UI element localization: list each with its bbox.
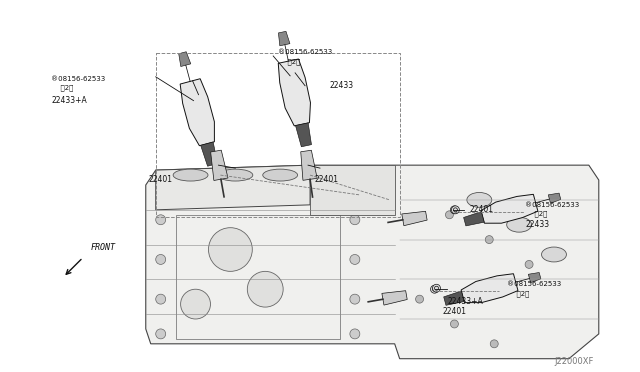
Circle shape [156, 215, 166, 225]
Bar [156, 53, 399, 217]
Polygon shape [211, 150, 228, 180]
Ellipse shape [507, 217, 532, 232]
Polygon shape [278, 31, 290, 46]
Polygon shape [310, 165, 395, 215]
Polygon shape [146, 165, 599, 359]
Circle shape [247, 271, 283, 307]
Text: 22433+A: 22433+A [447, 297, 483, 306]
Polygon shape [301, 150, 317, 180]
Circle shape [490, 340, 498, 348]
Text: ®08156-62533: ®08156-62533 [525, 202, 579, 208]
Circle shape [451, 320, 458, 328]
Circle shape [350, 294, 360, 304]
Circle shape [445, 211, 453, 219]
Polygon shape [461, 274, 518, 302]
Polygon shape [296, 123, 312, 147]
Circle shape [525, 260, 533, 268]
Text: ®08156-62533: ®08156-62533 [51, 76, 106, 82]
Circle shape [350, 254, 360, 264]
Text: 22401: 22401 [442, 307, 467, 316]
Polygon shape [180, 79, 214, 146]
Polygon shape [529, 273, 541, 283]
Polygon shape [278, 59, 310, 126]
Text: 22433: 22433 [525, 220, 549, 229]
Circle shape [451, 206, 458, 214]
Ellipse shape [173, 169, 208, 181]
Text: ®08156-62533: ®08156-62533 [507, 281, 561, 287]
Text: （2）: （2） [512, 290, 529, 297]
Polygon shape [444, 291, 464, 305]
Polygon shape [548, 193, 561, 203]
Circle shape [209, 228, 252, 271]
Ellipse shape [541, 247, 566, 262]
Circle shape [156, 294, 166, 304]
Text: （2）: （2） [56, 85, 74, 92]
Polygon shape [481, 194, 538, 223]
Polygon shape [463, 212, 484, 226]
Polygon shape [179, 52, 191, 67]
Ellipse shape [263, 169, 298, 181]
Polygon shape [156, 165, 310, 210]
Circle shape [180, 289, 211, 319]
Circle shape [350, 329, 360, 339]
Circle shape [485, 235, 493, 244]
Ellipse shape [218, 169, 253, 181]
Text: （2）: （2） [530, 211, 547, 217]
Polygon shape [402, 211, 427, 226]
Text: 22401: 22401 [148, 175, 173, 184]
Text: （2）: （2） [283, 58, 301, 65]
Text: 22401: 22401 [469, 205, 493, 214]
Text: 22401: 22401 [314, 175, 338, 184]
Text: FRONT: FRONT [91, 244, 116, 253]
Circle shape [433, 284, 440, 292]
Circle shape [451, 206, 460, 214]
Circle shape [156, 254, 166, 264]
Text: 22433+A: 22433+A [51, 96, 87, 105]
Circle shape [415, 295, 424, 303]
Circle shape [431, 285, 438, 293]
Circle shape [350, 215, 360, 225]
Text: ®08156-62533: ®08156-62533 [278, 49, 332, 55]
Circle shape [156, 329, 166, 339]
Polygon shape [201, 142, 218, 166]
Text: J22000XF: J22000XF [554, 357, 593, 366]
Polygon shape [382, 291, 407, 305]
Text: 22433: 22433 [330, 81, 354, 90]
Ellipse shape [467, 192, 492, 207]
